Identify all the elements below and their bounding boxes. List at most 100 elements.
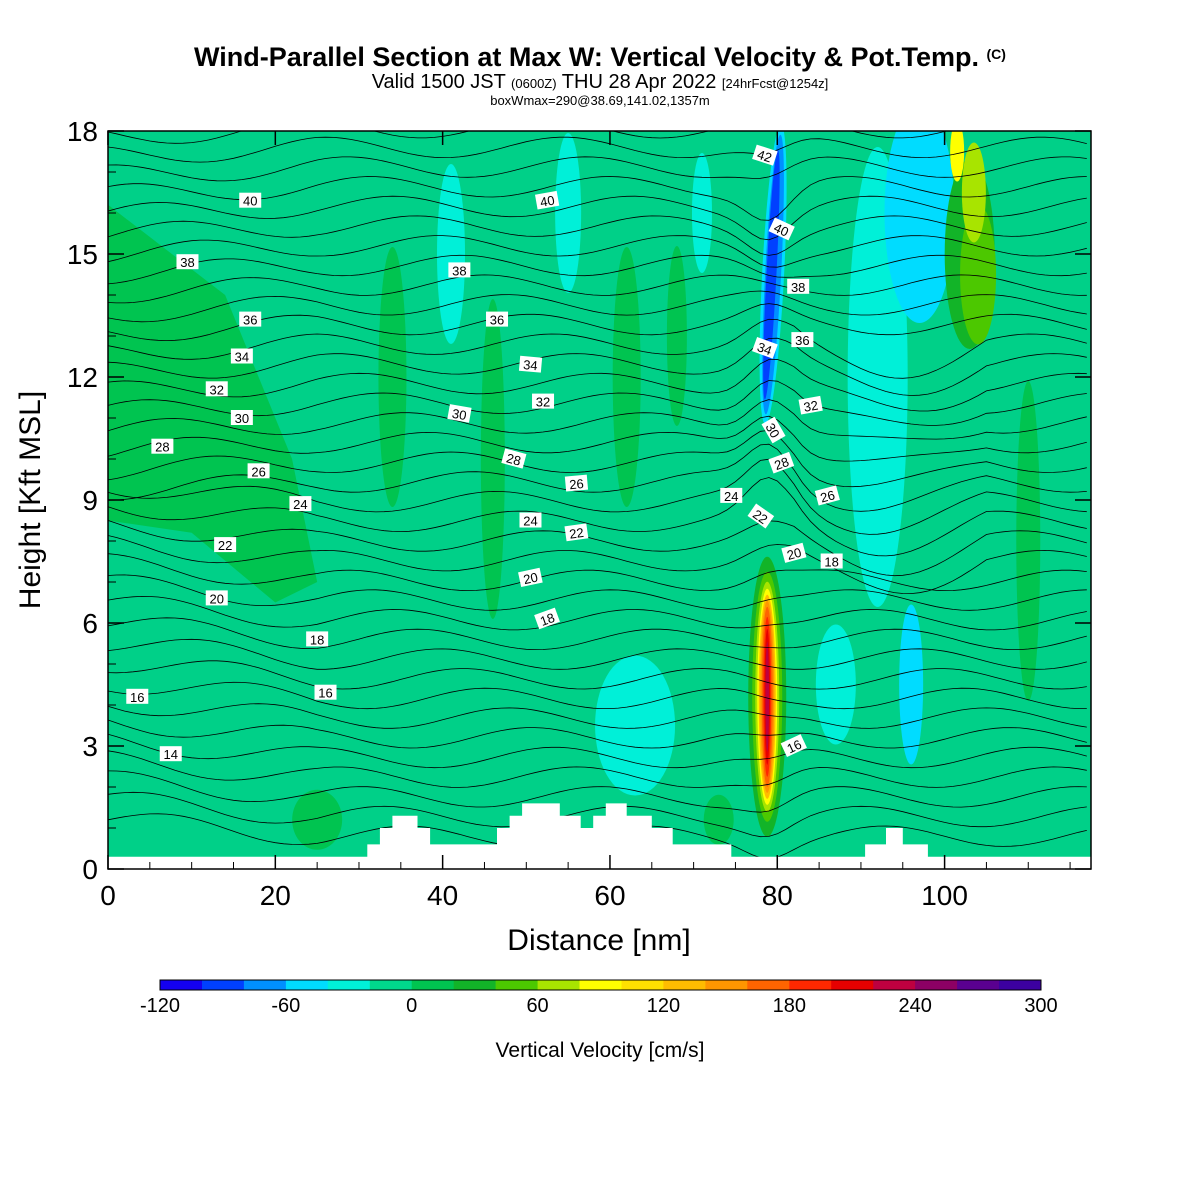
theta-label-text: 22: [750, 507, 770, 528]
x-tick-label: 60: [594, 880, 625, 911]
theta-label-text: 26: [819, 487, 837, 505]
theta-label-box: [752, 144, 778, 166]
theta-label-16: 16: [314, 684, 337, 701]
theta-label-text: 34: [235, 350, 249, 365]
theta-label-box: [798, 395, 823, 415]
theta-label-text: 38: [452, 263, 466, 278]
theta-label-38: 38: [448, 262, 471, 278]
y-tick-label: 6: [82, 608, 98, 639]
isentrope-line: [108, 235, 1087, 268]
theta-label-30: 30: [230, 410, 253, 426]
theta-label-16: 16: [126, 688, 149, 705]
theta-label-text: 30: [451, 406, 468, 423]
theta-label-text: 16: [130, 690, 144, 705]
isentrope-line: [108, 415, 1087, 462]
isentrope-line: [108, 195, 1087, 241]
updraft-max-101nm: [950, 131, 965, 182]
isentrope-line: [108, 318, 1087, 379]
theta-label-24: 24: [720, 487, 743, 504]
downdraft-band-55nm: [555, 133, 582, 293]
isentrope-line: [108, 176, 1087, 221]
theta-label-text: 20: [210, 591, 224, 606]
theta-label-24: 24: [289, 496, 312, 512]
colorbar-swatch: [202, 980, 245, 990]
theta-label-text: 36: [795, 333, 809, 348]
theta-labels: 40 40 42 40 38 38 38 36 36 36 34 34 34 32 32 32 30 30 30 28…: [126, 144, 843, 762]
theta-label-40: 40: [534, 190, 560, 210]
colorbar-swatch: [369, 980, 413, 990]
theta-label-box: [534, 607, 560, 630]
colorbar-swatch: [285, 980, 329, 990]
isentrope-line: [108, 136, 1087, 163]
isentrope-line: [108, 660, 1087, 690]
updraft-low-25nm: [292, 789, 343, 850]
colorbar-swatch: [873, 980, 916, 990]
theta-label-text: 22: [568, 525, 584, 542]
theta-label-30: 30: [447, 404, 472, 423]
theta-label-text: 18: [538, 610, 557, 629]
isentrope-line: [108, 681, 1087, 710]
y-tick-label: 12: [67, 362, 98, 393]
theta-label-26: 26: [814, 485, 840, 506]
theta-label-box: [239, 311, 262, 327]
colorbar-swatch: [789, 980, 832, 990]
y-axis-label: Height [Kft MSL]: [14, 391, 47, 609]
theta-label-box: [791, 332, 814, 348]
colorbar-swatch: [915, 980, 958, 990]
downdraft-sky-97nm: [884, 131, 955, 323]
theta-label-18: 18: [820, 553, 843, 570]
colorbar-tick-label: 60: [526, 995, 548, 1017]
theta-label-text: 30: [235, 411, 249, 426]
isentrope-line: [108, 254, 1087, 285]
theta-label-box: [289, 496, 312, 512]
downdraft-low-63nm: [595, 655, 676, 796]
theta-label-text: 18: [310, 632, 324, 647]
colorbar-swatch: [243, 980, 287, 990]
theta-label-text: 30: [763, 421, 783, 441]
isentrope-line: [108, 553, 1087, 592]
theta-label-text: 14: [164, 747, 178, 762]
colorbar-tick-label: 300: [1024, 995, 1057, 1017]
isentrope-line: [108, 791, 1087, 838]
colorbar-swatch: [831, 980, 874, 990]
theta-label-36: 36: [791, 332, 814, 348]
theta-label-box: [768, 451, 795, 474]
velocity-field: [108, 131, 1041, 850]
isentrope-line: [108, 430, 1087, 488]
theta-label-box: [501, 448, 527, 469]
theta-label-box: [751, 337, 778, 359]
colorbar: -120 -60 0 60 120 180 240 300: [140, 979, 1058, 1017]
theta-isentropes: [108, 131, 1087, 860]
copyright-mark: (C): [986, 46, 1006, 62]
theta-label-38: 38: [176, 254, 199, 270]
theta-label-32: 32: [532, 393, 555, 410]
theta-label-16: 16: [780, 734, 807, 757]
y-tick-label: 15: [67, 239, 98, 270]
theta-label-14: 14: [159, 746, 182, 762]
theta-label-box: [239, 192, 262, 208]
theta-label-box: [306, 631, 329, 647]
isentrope-line: [108, 733, 1087, 769]
theta-label-text: 20: [785, 545, 803, 563]
theta-label-36: 36: [486, 311, 509, 328]
theta-label-text: 32: [210, 382, 224, 397]
colorbar-swatch: [160, 980, 203, 990]
x-axis-label: Distance [nm]: [507, 924, 690, 957]
theta-label-20: 20: [205, 590, 228, 606]
x-tick-label: 100: [921, 880, 968, 911]
theta-label-box: [247, 463, 270, 479]
isentrope-line: [108, 156, 1087, 182]
theta-label-box: [214, 537, 237, 553]
isentrope-line: [108, 358, 1087, 412]
theta-label-20: 20: [518, 567, 543, 587]
updraft-column-level-9: [765, 641, 770, 752]
theta-label-24: 24: [519, 512, 542, 529]
theta-label-box: [447, 404, 472, 423]
theta-label-box: [780, 734, 807, 757]
theta-label-text: 26: [251, 464, 265, 479]
theta-label-box: [768, 217, 795, 241]
isentrope-line: [108, 595, 1087, 631]
theta-label-36: 36: [239, 311, 262, 328]
